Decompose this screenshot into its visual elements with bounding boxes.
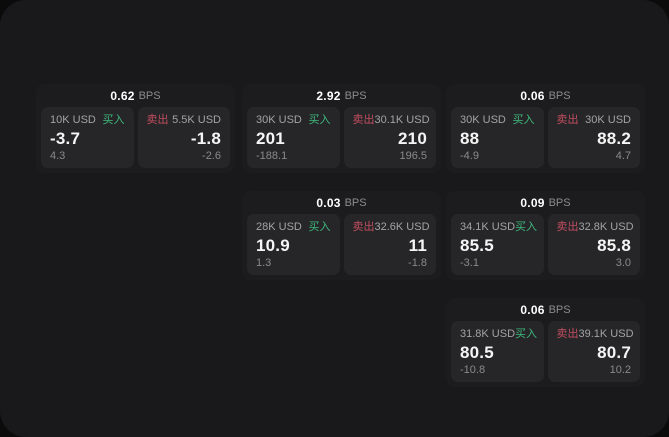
buy-value: 201 xyxy=(256,128,285,148)
card-header: 0.03 BPS xyxy=(247,191,436,214)
bps-unit-label: BPS xyxy=(548,89,571,102)
sell-change: 4.7 xyxy=(615,150,631,162)
sell-value: -1.8 xyxy=(190,128,221,148)
buy-change: -4.9 xyxy=(460,150,479,162)
buy-sell-panels: 28K USD 买入 10.9 1.3 卖出 32.6K USD 11 -1.8 xyxy=(247,214,436,275)
sell-panel[interactable]: 卖出 32.6K USD 11 -1.8 xyxy=(343,214,436,275)
sell-side-label: 卖出 xyxy=(352,114,375,126)
buy-side-label: 买入 xyxy=(515,221,538,233)
bps-unit-label: BPS xyxy=(548,303,571,316)
sell-amount: 5.5K USD xyxy=(172,114,221,126)
sell-side-label: 卖出 xyxy=(556,221,579,233)
sell-side-label: 卖出 xyxy=(146,114,169,126)
buy-panel[interactable]: 30K USD 买入 88 -4.9 xyxy=(451,107,544,168)
quote-card-6: 0.06 BPS 31.8K USD 买入 80.5 -10.8 卖出 39.1… xyxy=(446,298,645,387)
buy-side-label: 买入 xyxy=(515,328,538,340)
buy-panel[interactable]: 28K USD 买入 10.9 1.3 xyxy=(247,214,340,275)
buy-value: 88 xyxy=(460,128,480,148)
buy-sell-panels: 10K USD 买入 -3.7 4.3 卖出 5.5K USD -1.8 -2.… xyxy=(41,107,230,168)
buy-value: 80.5 xyxy=(460,342,494,362)
sell-change: 10.2 xyxy=(609,364,631,376)
sell-value: 88.2 xyxy=(597,128,631,148)
sell-change: -1.8 xyxy=(408,257,427,269)
card-header: 0.06 BPS xyxy=(451,298,640,321)
buy-amount: 31.8K USD xyxy=(460,328,516,340)
quote-card-3: 0.06 BPS 30K USD 买入 88 -4.9 卖出 30K USD 8… xyxy=(446,84,645,173)
sell-panel[interactable]: 卖出 30K USD 88.2 4.7 xyxy=(547,107,640,168)
buy-panel[interactable]: 34.1K USD 买入 85.5 -3.1 xyxy=(451,214,544,275)
sell-value: 80.7 xyxy=(597,342,631,362)
bps-value: 0.62 xyxy=(110,88,135,103)
bps-value: 0.09 xyxy=(520,195,545,210)
sell-side-label: 卖出 xyxy=(556,114,579,126)
buy-amount: 28K USD xyxy=(256,221,302,233)
sell-amount: 30.1K USD xyxy=(374,114,430,126)
quote-card-1: 0.62 BPS 10K USD 买入 -3.7 4.3 卖出 5.5K USD… xyxy=(36,84,235,173)
sell-panel[interactable]: 卖出 5.5K USD -1.8 -2.6 xyxy=(137,107,230,168)
sell-change: 196.5 xyxy=(399,150,427,162)
buy-value: -3.7 xyxy=(50,128,81,148)
quote-card-4: 0.03 BPS 28K USD 买入 10.9 1.3 卖出 32.6K US… xyxy=(242,191,441,280)
buy-panel[interactable]: 30K USD 买入 201 -188.1 xyxy=(247,107,340,168)
card-header: 0.06 BPS xyxy=(451,84,640,107)
buy-sell-panels: 31.8K USD 买入 80.5 -10.8 卖出 39.1K USD 80.… xyxy=(451,321,640,382)
bps-unit-label: BPS xyxy=(344,89,367,102)
buy-change: 4.3 xyxy=(50,150,66,162)
sell-change: -2.6 xyxy=(202,150,221,162)
sell-change: 3.0 xyxy=(615,257,631,269)
card-header: 0.09 BPS xyxy=(451,191,640,214)
sell-value: 210 xyxy=(398,128,427,148)
sell-amount: 32.6K USD xyxy=(374,221,430,233)
card-header: 2.92 BPS xyxy=(247,84,436,107)
sell-value: 85.8 xyxy=(597,235,631,255)
buy-change: 1.3 xyxy=(256,257,272,269)
card-header: 0.62 BPS xyxy=(41,84,230,107)
sell-amount: 32.8K USD xyxy=(578,221,634,233)
buy-panel[interactable]: 31.8K USD 买入 80.5 -10.8 xyxy=(451,321,544,382)
buy-change: -3.1 xyxy=(460,257,479,269)
sell-side-label: 卖出 xyxy=(556,328,579,340)
bps-value: 0.06 xyxy=(520,88,545,103)
buy-amount: 30K USD xyxy=(460,114,506,126)
sell-panel[interactable]: 卖出 39.1K USD 80.7 10.2 xyxy=(547,321,640,382)
buy-amount: 30K USD xyxy=(256,114,302,126)
buy-value: 85.5 xyxy=(460,235,494,255)
buy-sell-panels: 30K USD 买入 88 -4.9 卖出 30K USD 88.2 4.7 xyxy=(451,107,640,168)
bps-unit-label: BPS xyxy=(344,196,367,209)
bps-unit-label: BPS xyxy=(138,89,161,102)
buy-change: -10.8 xyxy=(460,364,486,376)
sell-panel[interactable]: 卖出 30.1K USD 210 196.5 xyxy=(343,107,436,168)
sell-amount: 30K USD xyxy=(585,114,631,126)
buy-sell-panels: 34.1K USD 买入 85.5 -3.1 卖出 32.8K USD 85.8… xyxy=(451,214,640,275)
buy-change: -188.1 xyxy=(256,150,288,162)
buy-side-label: 买入 xyxy=(102,114,125,126)
bps-value: 0.03 xyxy=(316,195,341,210)
quote-card-2: 2.92 BPS 30K USD 买入 201 -188.1 卖出 30.1K … xyxy=(242,84,441,173)
buy-value: 10.9 xyxy=(256,235,290,255)
buy-side-label: 买入 xyxy=(308,221,331,233)
buy-amount: 10K USD xyxy=(50,114,96,126)
quote-card-5: 0.09 BPS 34.1K USD 买入 85.5 -3.1 卖出 32.8K… xyxy=(446,191,645,280)
sell-value: 11 xyxy=(408,235,427,255)
bps-value: 2.92 xyxy=(316,88,341,103)
buy-sell-panels: 30K USD 买入 201 -188.1 卖出 30.1K USD 210 1… xyxy=(247,107,436,168)
bps-value: 0.06 xyxy=(520,302,545,317)
sell-panel[interactable]: 卖出 32.8K USD 85.8 3.0 xyxy=(547,214,640,275)
buy-side-label: 买入 xyxy=(308,114,331,126)
buy-side-label: 买入 xyxy=(512,114,535,126)
buy-panel[interactable]: 10K USD 买入 -3.7 4.3 xyxy=(41,107,134,168)
bps-unit-label: BPS xyxy=(548,196,571,209)
buy-amount: 34.1K USD xyxy=(460,221,516,233)
sell-amount: 39.1K USD xyxy=(578,328,634,340)
sell-side-label: 卖出 xyxy=(352,221,375,233)
